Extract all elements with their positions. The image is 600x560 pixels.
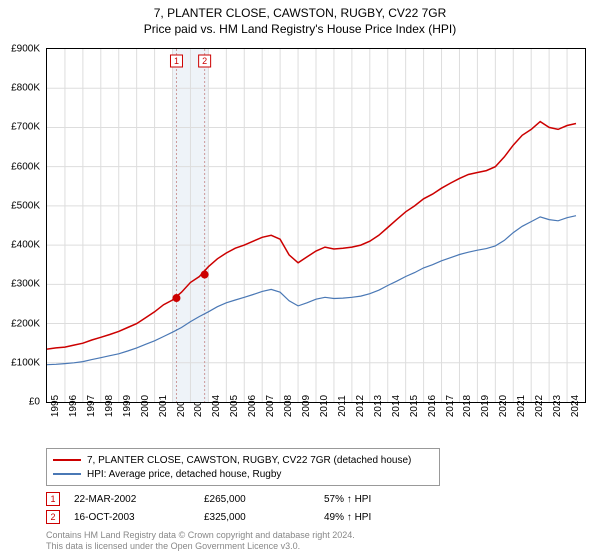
sale-hpi-delta: 57% ↑ HPI xyxy=(324,494,424,505)
chart-subtitle: Price paid vs. HM Land Registry's House … xyxy=(0,22,600,36)
title-block: 7, PLANTER CLOSE, CAWSTON, RUGBY, CV22 7… xyxy=(0,0,600,36)
legend-swatch xyxy=(53,473,81,475)
y-tick-label: £300K xyxy=(11,279,40,290)
y-tick-label: £0 xyxy=(29,397,40,408)
footer-attribution: Contains HM Land Registry data © Crown c… xyxy=(46,530,355,553)
footer-line-1: Contains HM Land Registry data © Crown c… xyxy=(46,530,355,541)
chart-container: 7, PLANTER CLOSE, CAWSTON, RUGBY, CV22 7… xyxy=(0,0,600,560)
sale-row: 1 22-MAR-2002£265,00057% ↑ HPI xyxy=(46,490,424,508)
sale-date: 16-OCT-2003 xyxy=(74,512,204,523)
y-tick-label: £400K xyxy=(11,240,40,251)
chart-svg: 12 xyxy=(47,49,585,402)
y-tick-label: £500K xyxy=(11,200,40,211)
sale-marker-box: 1 xyxy=(46,492,60,506)
y-tick-label: £900K xyxy=(11,44,40,55)
sale-row: 2 16-OCT-2003£325,00049% ↑ HPI xyxy=(46,508,424,526)
sales-table: 1 22-MAR-2002£265,00057% ↑ HPI 2 16-OCT-200… xyxy=(46,490,424,526)
svg-text:2: 2 xyxy=(202,56,207,66)
y-tick-label: £100K xyxy=(11,357,40,368)
svg-text:1: 1 xyxy=(174,56,179,66)
sale-marker-box: 2 xyxy=(46,510,60,524)
y-tick-label: £700K xyxy=(11,122,40,133)
sale-hpi-delta: 49% ↑ HPI xyxy=(324,512,424,523)
sale-price: £325,000 xyxy=(204,512,324,523)
plot-region: 12 xyxy=(46,48,586,403)
sale-date: 22-MAR-2002 xyxy=(74,494,204,505)
chart-title-address: 7, PLANTER CLOSE, CAWSTON, RUGBY, CV22 7… xyxy=(0,6,600,20)
legend: 7, PLANTER CLOSE, CAWSTON, RUGBY, CV22 7… xyxy=(46,448,440,486)
legend-item: 7, PLANTER CLOSE, CAWSTON, RUGBY, CV22 7… xyxy=(53,453,433,467)
legend-item: HPI: Average price, detached house, Rugb… xyxy=(53,467,433,481)
footer-line-2: This data is licensed under the Open Gov… xyxy=(46,541,355,552)
legend-label: HPI: Average price, detached house, Rugb… xyxy=(87,469,281,480)
legend-swatch xyxy=(53,459,81,461)
y-tick-label: £200K xyxy=(11,318,40,329)
legend-label: 7, PLANTER CLOSE, CAWSTON, RUGBY, CV22 7… xyxy=(87,455,411,466)
sale-price: £265,000 xyxy=(204,494,324,505)
y-tick-label: £600K xyxy=(11,161,40,172)
chart-area: £0£100K£200K£300K£400K£500K£600K£700K£80… xyxy=(46,48,586,403)
y-tick-label: £800K xyxy=(11,83,40,94)
